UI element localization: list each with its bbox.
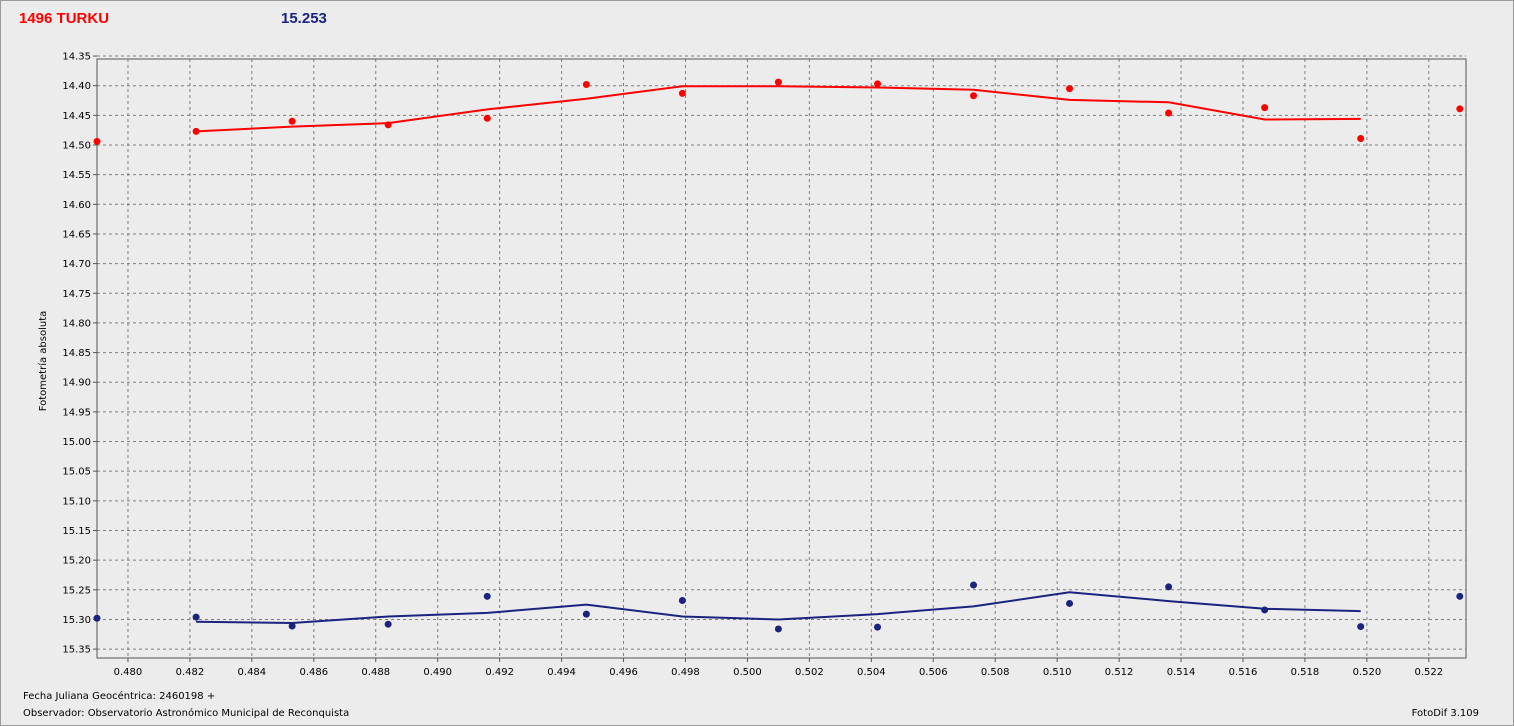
- y-tick-label: 14.35: [62, 52, 91, 63]
- series-1-point: [288, 622, 296, 630]
- x-tick-label: 0.492: [485, 667, 514, 678]
- y-tick-label: 14.70: [62, 259, 91, 270]
- series-1-point: [678, 596, 686, 604]
- y-tick-label: 14.60: [62, 200, 91, 211]
- x-tick-label: 0.482: [176, 667, 205, 678]
- series-1-point: [1165, 583, 1173, 591]
- x-tick-label: 0.510: [1043, 667, 1072, 678]
- grid: [97, 55, 1466, 658]
- y-tick-label: 15.25: [62, 585, 91, 596]
- x-tick-label: 0.514: [1167, 667, 1196, 678]
- series-0-point: [192, 127, 200, 135]
- software-version: FotoDif 3.109: [1411, 708, 1479, 719]
- y-tick-label: 14.65: [62, 229, 91, 240]
- observer-label: Observador: Observatorio Astronómico Mun…: [23, 708, 350, 719]
- y-tick-label: 14.85: [62, 348, 91, 359]
- series-0-point: [93, 137, 101, 145]
- x-tick-label: 0.518: [1291, 667, 1320, 678]
- x-tick-label: 0.520: [1353, 667, 1382, 678]
- series-1-point: [384, 620, 392, 628]
- series-0-point: [1357, 134, 1365, 142]
- y-tick-label: 15.10: [62, 496, 91, 507]
- y-tick-label: 14.95: [62, 407, 91, 418]
- y-tick-label: 14.90: [62, 378, 91, 389]
- y-tick-label: 15.30: [62, 615, 91, 626]
- series-1-point: [970, 581, 978, 589]
- series-1-point: [1261, 606, 1269, 614]
- series-0-point: [288, 117, 296, 125]
- y-tick-label: 14.55: [62, 170, 91, 181]
- series: [93, 78, 1464, 633]
- x-tick-label: 0.522: [1415, 667, 1444, 678]
- y-tick-label: 15.20: [62, 556, 91, 567]
- x-tick-label: 0.484: [238, 667, 267, 678]
- y-tick-label: 15.35: [62, 645, 91, 656]
- y-tick-label: 15.15: [62, 526, 91, 537]
- julian-date-label: Fecha Juliana Geocéntrica: 2460198 +: [23, 691, 216, 702]
- x-tick-label: 0.502: [795, 667, 824, 678]
- series-1-point: [483, 592, 491, 600]
- y-tick-label: 14.50: [62, 140, 91, 151]
- x-tick-label: 0.506: [919, 667, 948, 678]
- series-0-point: [582, 81, 590, 89]
- series-1-point: [582, 610, 590, 618]
- series-1-point: [1456, 592, 1464, 600]
- y-axis: 14.35 14.40 14.45 14.50 14.55 14.60 14.65 14.70…: [62, 52, 97, 656]
- x-tick-label: 0.490: [423, 667, 452, 678]
- x-tick-label: 0.516: [1229, 667, 1258, 678]
- series-1-fit-line: [196, 591, 1361, 625]
- y-tick-label: 15.00: [62, 437, 91, 448]
- series-0-point: [1066, 85, 1074, 93]
- y-tick-label: 15.05: [62, 467, 91, 478]
- series-0-fit-line: [196, 85, 1361, 133]
- x-tick-label: 0.494: [547, 667, 576, 678]
- series-0-point: [874, 80, 882, 88]
- reference-value: 15.253: [281, 10, 327, 27]
- series-1-point: [1066, 599, 1074, 607]
- y-tick-label: 14.75: [62, 289, 91, 300]
- y-axis-label: Fotometría absoluta: [37, 311, 49, 412]
- series-1-point: [774, 625, 782, 633]
- y-tick-label: 14.40: [62, 81, 91, 92]
- x-tick-label: 0.498: [671, 667, 700, 678]
- x-tick-label: 0.508: [981, 667, 1010, 678]
- x-tick-label: 0.486: [299, 667, 328, 678]
- x-axis: 0.480 0.482 0.484 0.486 0.488 0.490 0.492 0.494…: [114, 658, 1444, 678]
- series-0-point: [384, 121, 392, 129]
- x-tick-label: 0.512: [1105, 667, 1134, 678]
- series-1-point: [192, 613, 200, 621]
- series-1-point: [874, 623, 882, 631]
- x-tick-label: 0.496: [609, 667, 638, 678]
- series-0-point: [1165, 109, 1173, 117]
- y-tick-label: 14.80: [62, 318, 91, 329]
- series-0-point: [1261, 104, 1269, 112]
- series-1-point: [1357, 623, 1365, 631]
- x-tick-label: 0.500: [733, 667, 762, 678]
- series-1-point: [93, 614, 101, 622]
- x-tick-label: 0.488: [361, 667, 390, 678]
- series-0-point: [970, 92, 978, 100]
- series-0-point: [678, 89, 686, 97]
- x-tick-label: 0.504: [857, 667, 886, 678]
- plot-area: [96, 58, 1467, 659]
- series-0-point: [1456, 105, 1464, 113]
- x-tick-label: 0.480: [114, 667, 143, 678]
- object-title: 1496 TURKU: [19, 10, 110, 27]
- series-0-point: [483, 114, 491, 122]
- y-tick-label: 14.45: [62, 111, 91, 122]
- series-0-point: [774, 78, 782, 86]
